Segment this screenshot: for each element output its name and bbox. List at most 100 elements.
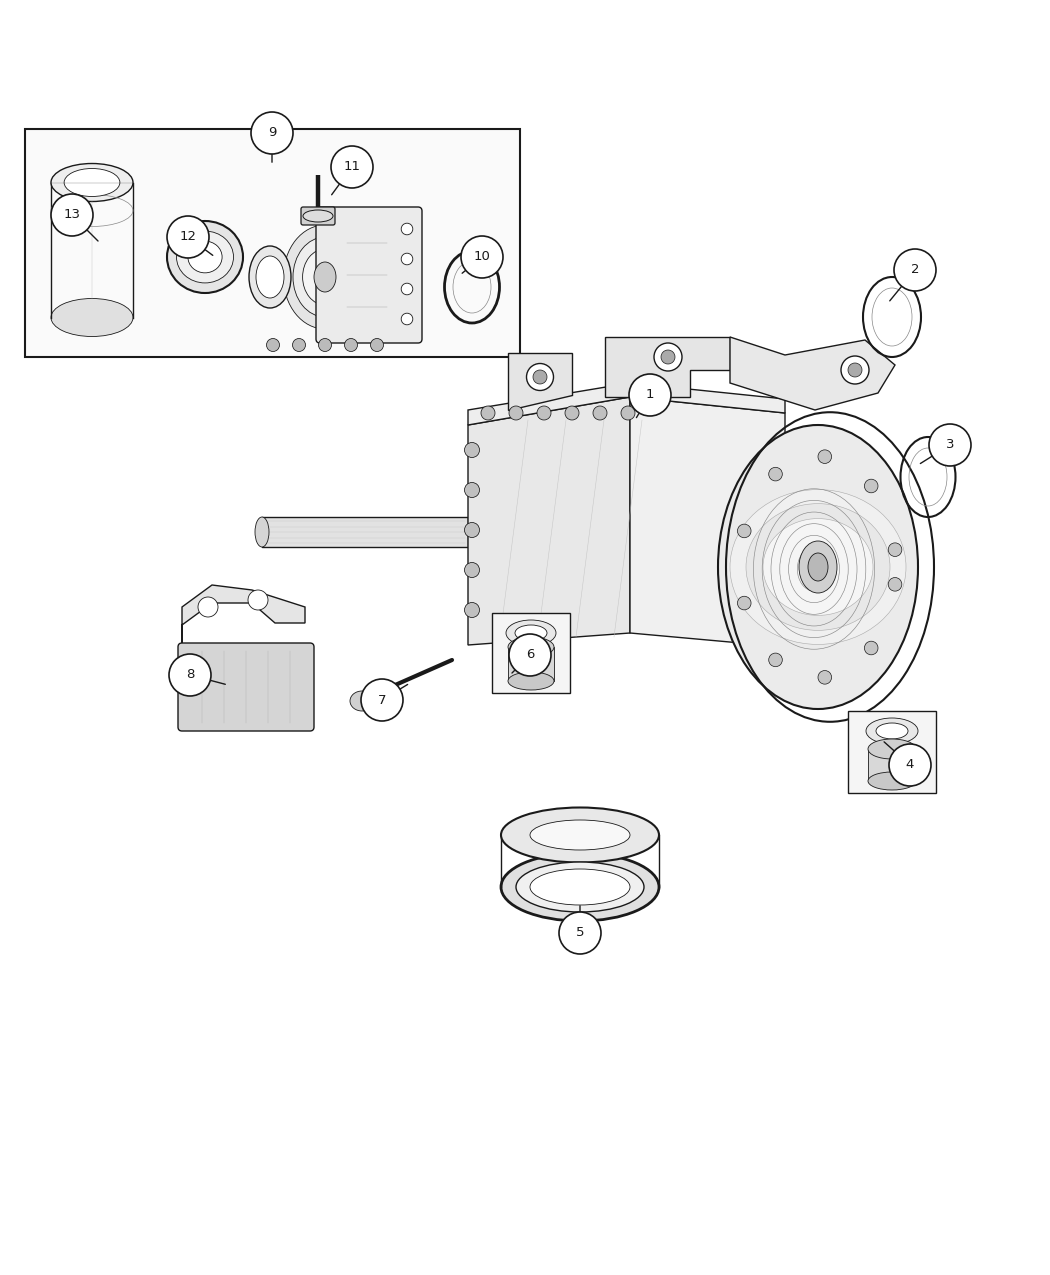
- Ellipse shape: [51, 163, 133, 201]
- Ellipse shape: [256, 256, 284, 298]
- Circle shape: [464, 523, 480, 538]
- Ellipse shape: [876, 723, 908, 740]
- Circle shape: [481, 405, 495, 419]
- Circle shape: [293, 338, 306, 352]
- Text: 4: 4: [906, 759, 915, 771]
- Ellipse shape: [718, 425, 918, 709]
- Circle shape: [737, 597, 751, 609]
- Circle shape: [461, 236, 503, 278]
- Circle shape: [929, 425, 971, 465]
- Ellipse shape: [866, 718, 918, 745]
- Polygon shape: [468, 382, 785, 425]
- Circle shape: [565, 405, 579, 419]
- FancyBboxPatch shape: [316, 207, 422, 343]
- Ellipse shape: [303, 210, 333, 222]
- Circle shape: [401, 223, 413, 235]
- Bar: [492, 613, 570, 694]
- Ellipse shape: [51, 298, 133, 337]
- Circle shape: [198, 597, 218, 617]
- Circle shape: [537, 405, 551, 419]
- Circle shape: [318, 338, 332, 352]
- Circle shape: [464, 482, 480, 497]
- Text: 6: 6: [526, 649, 534, 662]
- Circle shape: [267, 338, 279, 352]
- Ellipse shape: [799, 541, 837, 593]
- Circle shape: [169, 654, 211, 696]
- Circle shape: [737, 524, 751, 538]
- Circle shape: [361, 680, 403, 720]
- Circle shape: [509, 634, 551, 676]
- Polygon shape: [630, 397, 785, 646]
- Text: 3: 3: [946, 439, 954, 451]
- Ellipse shape: [64, 168, 120, 196]
- Ellipse shape: [514, 625, 547, 641]
- Circle shape: [654, 343, 682, 371]
- Ellipse shape: [314, 261, 336, 292]
- Polygon shape: [508, 353, 572, 411]
- Ellipse shape: [508, 672, 554, 690]
- Circle shape: [464, 442, 480, 458]
- Text: 10: 10: [474, 250, 490, 264]
- Ellipse shape: [530, 820, 630, 850]
- Circle shape: [533, 370, 547, 384]
- Text: 5: 5: [575, 927, 584, 940]
- Ellipse shape: [501, 807, 659, 862]
- Circle shape: [864, 479, 878, 493]
- Text: 12: 12: [180, 231, 196, 244]
- Bar: [508, 646, 554, 681]
- Circle shape: [401, 283, 413, 295]
- Ellipse shape: [176, 231, 233, 283]
- Circle shape: [51, 194, 93, 236]
- Circle shape: [401, 254, 413, 265]
- Ellipse shape: [763, 519, 873, 616]
- Text: 8: 8: [186, 668, 194, 682]
- Circle shape: [864, 641, 878, 655]
- Circle shape: [818, 450, 832, 463]
- Text: 7: 7: [378, 694, 386, 706]
- Circle shape: [629, 374, 671, 416]
- Circle shape: [464, 603, 480, 617]
- Bar: [868, 748, 916, 782]
- Circle shape: [848, 363, 862, 377]
- Circle shape: [769, 653, 782, 667]
- Ellipse shape: [293, 237, 357, 317]
- Text: 9: 9: [268, 126, 276, 139]
- Circle shape: [526, 363, 553, 390]
- Circle shape: [559, 912, 601, 954]
- Text: 13: 13: [63, 209, 81, 222]
- Circle shape: [769, 468, 782, 481]
- Circle shape: [331, 147, 373, 187]
- Ellipse shape: [249, 246, 291, 309]
- Polygon shape: [182, 585, 304, 653]
- Circle shape: [593, 405, 607, 419]
- Text: 2: 2: [910, 264, 919, 277]
- Ellipse shape: [516, 862, 644, 912]
- Circle shape: [841, 356, 869, 384]
- Circle shape: [888, 543, 902, 556]
- FancyBboxPatch shape: [301, 207, 335, 224]
- Ellipse shape: [868, 771, 916, 790]
- Ellipse shape: [350, 691, 374, 711]
- Polygon shape: [730, 337, 895, 411]
- Ellipse shape: [730, 490, 906, 644]
- Ellipse shape: [302, 249, 348, 305]
- Circle shape: [889, 745, 931, 785]
- Circle shape: [167, 215, 209, 258]
- Circle shape: [818, 671, 832, 685]
- Polygon shape: [468, 397, 630, 645]
- Circle shape: [401, 314, 413, 325]
- Ellipse shape: [188, 241, 223, 273]
- Circle shape: [621, 405, 635, 419]
- FancyBboxPatch shape: [178, 643, 314, 731]
- Ellipse shape: [255, 516, 269, 547]
- Circle shape: [248, 590, 268, 609]
- Circle shape: [371, 338, 383, 352]
- Ellipse shape: [868, 740, 916, 759]
- Ellipse shape: [501, 853, 659, 921]
- Ellipse shape: [167, 221, 243, 293]
- Circle shape: [662, 351, 675, 363]
- Ellipse shape: [506, 620, 556, 646]
- Text: 1: 1: [646, 389, 654, 402]
- Bar: [25, 129, 520, 357]
- Polygon shape: [605, 337, 730, 397]
